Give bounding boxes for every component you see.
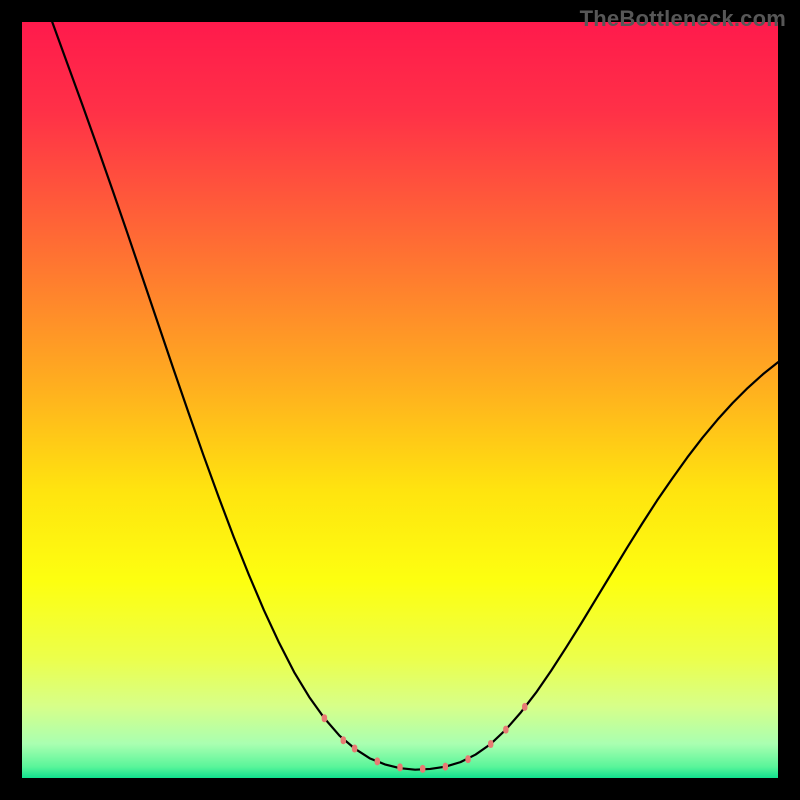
highlight-marker [503,726,508,734]
bottleneck-curve-chart [22,22,778,778]
highlight-marker [443,763,448,771]
chart-frame: TheBottleneck.com [0,0,800,800]
highlight-marker [352,745,357,753]
watermark-text: TheBottleneck.com [580,6,786,32]
plot-wrap [22,22,778,778]
highlight-marker [488,740,493,748]
gradient-background [22,22,778,778]
highlight-marker [375,757,380,765]
highlight-marker [322,714,327,722]
highlight-marker [397,763,402,771]
highlight-marker [522,703,527,711]
highlight-marker [341,736,346,744]
highlight-marker [465,755,470,763]
highlight-marker [420,765,425,773]
